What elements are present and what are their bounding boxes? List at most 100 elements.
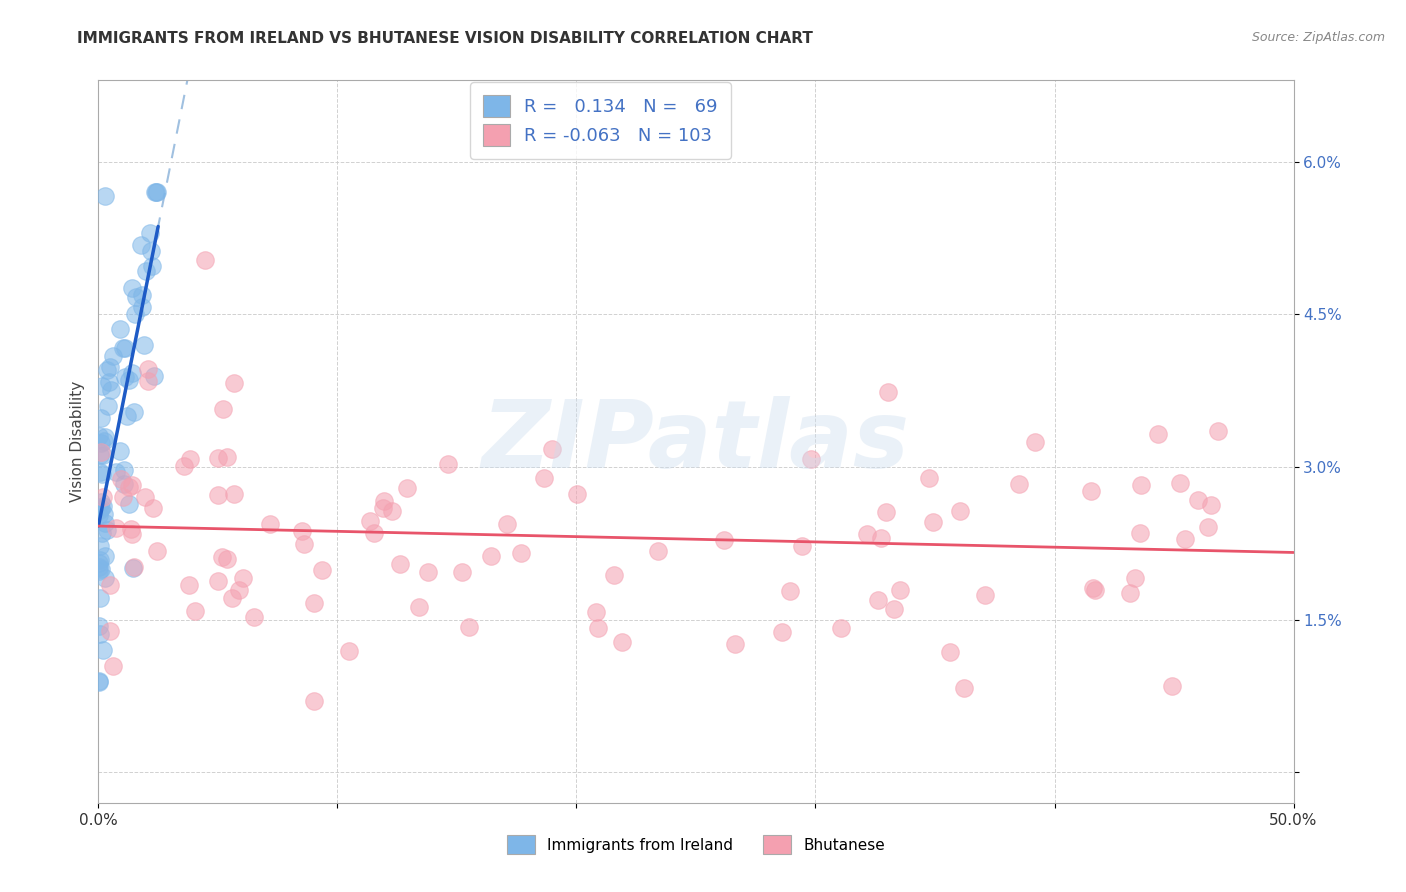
Point [112, 490, 135, 504]
Point [135, 264, 157, 278]
Point [294, 537, 316, 551]
Point [1081, 581, 1104, 595]
Point [122, 560, 145, 574]
Point [479, 549, 502, 563]
Point [112, 476, 135, 491]
Point [94, 571, 117, 585]
Point [112, 463, 135, 477]
Point [1118, 586, 1140, 600]
Point [139, 244, 162, 258]
Point [89, 560, 111, 574]
Point [311, 563, 333, 577]
Point [141, 260, 163, 274]
Point [96, 523, 118, 537]
Point [89, 508, 111, 522]
Point [105, 520, 128, 534]
Point [1173, 532, 1195, 546]
Point [207, 488, 229, 502]
Point [89, 556, 111, 570]
Point [142, 501, 165, 516]
Point [91, 449, 114, 463]
Point [211, 550, 233, 565]
Point [90, 411, 112, 425]
Point [1024, 435, 1046, 450]
Point [131, 288, 153, 302]
Point [359, 514, 381, 528]
Point [588, 621, 610, 635]
Point [290, 524, 312, 538]
Point [122, 405, 145, 419]
Point [647, 544, 669, 558]
Point [98, 376, 121, 390]
Point [194, 253, 217, 268]
Point [146, 185, 169, 199]
Point [228, 582, 250, 597]
Point [770, 624, 793, 639]
Point [90, 435, 112, 450]
Point [918, 471, 941, 485]
Point [89, 673, 111, 688]
Point [396, 481, 419, 495]
Point [93, 434, 115, 449]
Point [89, 552, 111, 566]
Point [89, 564, 111, 578]
Point [100, 383, 122, 397]
Point [1168, 475, 1191, 490]
Point [866, 592, 889, 607]
Point [603, 567, 626, 582]
Point [118, 497, 141, 511]
Point [121, 366, 143, 380]
Point [1080, 483, 1102, 498]
Point [91, 499, 114, 513]
Point [89, 539, 111, 553]
Point [302, 596, 325, 610]
Point [94, 516, 117, 530]
Point [129, 238, 152, 252]
Point [533, 471, 555, 485]
Point [98, 359, 121, 374]
Point [723, 636, 745, 650]
Point [1197, 520, 1219, 534]
Point [259, 517, 281, 532]
Point [118, 373, 141, 387]
Point [1008, 477, 1031, 491]
Point [1201, 499, 1223, 513]
Point [450, 566, 472, 580]
Point [939, 645, 962, 659]
Text: Source: ZipAtlas.com: Source: ZipAtlas.com [1251, 31, 1385, 45]
Point [94, 549, 117, 564]
Point [89, 619, 111, 633]
Point [495, 517, 517, 532]
Point [97, 399, 120, 413]
Point [388, 558, 411, 572]
Point [145, 185, 167, 199]
Point [90, 445, 112, 459]
Point [139, 227, 162, 241]
Point [101, 349, 124, 363]
Point [541, 442, 564, 456]
Point [337, 644, 360, 658]
Point [94, 430, 117, 444]
Point [124, 307, 146, 321]
Point [509, 546, 531, 560]
Point [89, 591, 111, 605]
Point [143, 369, 166, 384]
Point [110, 472, 132, 486]
Point [121, 478, 143, 492]
Point [125, 290, 148, 304]
Point [217, 450, 239, 465]
Point [177, 578, 200, 592]
Point [134, 490, 156, 504]
Point [1123, 571, 1146, 585]
Point [101, 659, 124, 673]
Point [89, 465, 111, 479]
Y-axis label: Vision Disability: Vision Disability [69, 381, 84, 502]
Point [212, 401, 235, 416]
Point [131, 300, 153, 314]
Point [800, 452, 823, 467]
Point [90, 494, 112, 508]
Point [89, 429, 111, 443]
Point [790, 540, 813, 554]
Point [90, 501, 112, 516]
Point [1084, 583, 1107, 598]
